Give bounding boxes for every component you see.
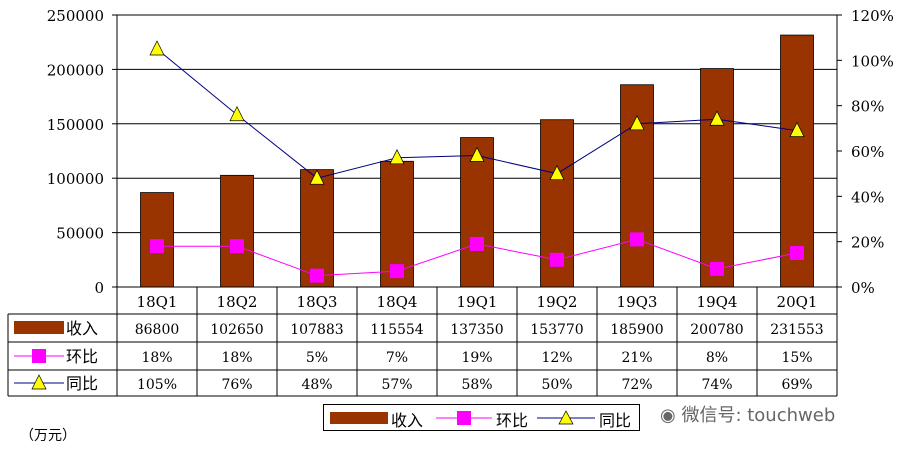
point-qoq-18Q2 <box>230 239 244 254</box>
bar-revenue-19Q1 <box>460 137 494 288</box>
point-yoy-18Q4 <box>389 149 405 165</box>
legend-swatch-yoy-marker <box>558 410 574 425</box>
x-tick-label: 19Q2 <box>537 293 578 311</box>
point-yoy-19Q2 <box>549 164 565 181</box>
point-yoy-18Q1 <box>149 40 165 56</box>
x-tick-label: 18Q1 <box>137 293 178 311</box>
x-tick-label: 18Q4 <box>377 293 418 311</box>
table-cell: 18% <box>221 350 252 366</box>
left-tick-label: 250000 <box>47 7 104 25</box>
x-tick-label: 18Q2 <box>217 293 258 311</box>
wechat-watermark: ◉ 微信号: touchweb <box>660 401 835 427</box>
data-table: 18Q1 18Q2 18Q3 18Q4 19Q1 19Q2 19Q3 19Q4 20Q1 收入 86… <box>7 286 838 397</box>
table-cell: 72% <box>621 377 652 393</box>
point-yoy-19Q3 <box>629 115 645 131</box>
point-qoq-18Q4 <box>390 264 404 279</box>
table-cell: 76% <box>221 377 252 393</box>
x-tick-label: 18Q3 <box>297 293 338 311</box>
legend-label-qoq: 环比 <box>496 411 529 430</box>
left-tick-label: 0 <box>94 279 104 297</box>
right-tick-label: 100% <box>851 52 894 70</box>
right-tick-label: 60% <box>851 143 884 161</box>
point-yoy-18Q3 <box>309 169 325 185</box>
right-tick-label: 80% <box>851 98 884 116</box>
legend-swatch-qoq-marker <box>457 411 471 425</box>
point-qoq-20Q1 <box>790 246 804 260</box>
table-cell: 137350 <box>450 322 503 338</box>
table-cell: 58% <box>461 377 492 393</box>
x-tick-label: 20Q1 <box>777 293 818 311</box>
point-yoy-20Q1 <box>789 121 805 137</box>
right-tick-label: 40% <box>851 188 884 206</box>
revenue-bars <box>140 34 814 288</box>
legend-swatches <box>330 410 595 425</box>
right-tick-label: 20% <box>851 234 884 252</box>
table-cell: 153770 <box>530 322 583 338</box>
point-qoq-18Q1 <box>150 239 164 254</box>
point-qoq-19Q1 <box>470 236 484 251</box>
wechat-icon: ◉ <box>660 405 676 426</box>
unit-note: （万元） <box>20 428 76 444</box>
point-qoq-19Q4 <box>710 261 724 276</box>
table-cell: 231553 <box>770 322 823 338</box>
point-yoy-18Q2 <box>229 105 245 122</box>
watermark-text: 微信号: touchweb <box>681 405 836 426</box>
row-label-qoq: 环比 <box>66 347 98 366</box>
table-cell: 8% <box>706 350 728 366</box>
point-qoq-18Q3 <box>310 268 324 283</box>
left-tick-label: 200000 <box>47 61 104 79</box>
row-key-revenue <box>14 321 64 334</box>
point-qoq-19Q2 <box>550 252 564 267</box>
bar-revenue-18Q2 <box>220 174 254 288</box>
point-yoy-19Q4 <box>709 110 725 126</box>
table-cell: 12% <box>541 350 572 366</box>
right-tick-label: 0% <box>851 279 875 297</box>
row-label-revenue: 收入 <box>66 319 98 338</box>
table-cell: 74% <box>701 377 732 393</box>
percent-lines <box>149 40 805 283</box>
table-cell: 115554 <box>370 322 424 338</box>
left-tick-label: 50000 <box>56 225 104 243</box>
x-tick-label: 19Q1 <box>457 293 498 311</box>
legend: 收入 环比 同比 <box>323 404 640 431</box>
table-cell: 86800 <box>135 322 180 338</box>
table-cell: 102650 <box>210 322 263 338</box>
table-cell: 19% <box>461 350 492 366</box>
x-tick-label: 19Q4 <box>697 293 738 311</box>
point-yoy-19Q1 <box>469 146 485 162</box>
table-cell: 7% <box>386 350 408 366</box>
table-cell: 185900 <box>610 322 663 338</box>
axes: 0 50000 100000 150000 200000 250000 0% 20% 40% 60… <box>47 7 894 297</box>
left-tick-label: 150000 <box>47 116 104 134</box>
bar-revenue-20Q1 <box>780 34 814 288</box>
left-tick-label: 100000 <box>47 170 104 188</box>
row-key-yoy-marker <box>31 374 47 390</box>
table-cell: 18% <box>141 350 172 366</box>
legend-label-revenue: 收入 <box>391 411 424 430</box>
point-qoq-19Q3 <box>630 232 644 247</box>
table-cell: 57% <box>381 377 412 393</box>
legend-label-yoy: 同比 <box>599 411 632 430</box>
x-tick-label: 19Q3 <box>617 293 658 311</box>
row-key-qoq-marker <box>32 349 46 363</box>
table-cell: 5% <box>306 350 328 366</box>
legend-swatch-revenue <box>330 412 388 424</box>
table-cell: 105% <box>137 377 177 393</box>
right-tick-label: 120% <box>851 7 894 25</box>
table-cell: 107883 <box>290 322 343 338</box>
table-cell: 69% <box>781 377 812 393</box>
row-label-yoy: 同比 <box>66 374 98 393</box>
table-cell: 50% <box>541 377 572 393</box>
table-cell: 48% <box>301 377 332 393</box>
table-cell: 200780 <box>690 322 743 338</box>
table-cell: 21% <box>621 350 652 366</box>
bar-revenue-19Q4 <box>700 68 734 288</box>
table-cell: 15% <box>781 350 812 366</box>
